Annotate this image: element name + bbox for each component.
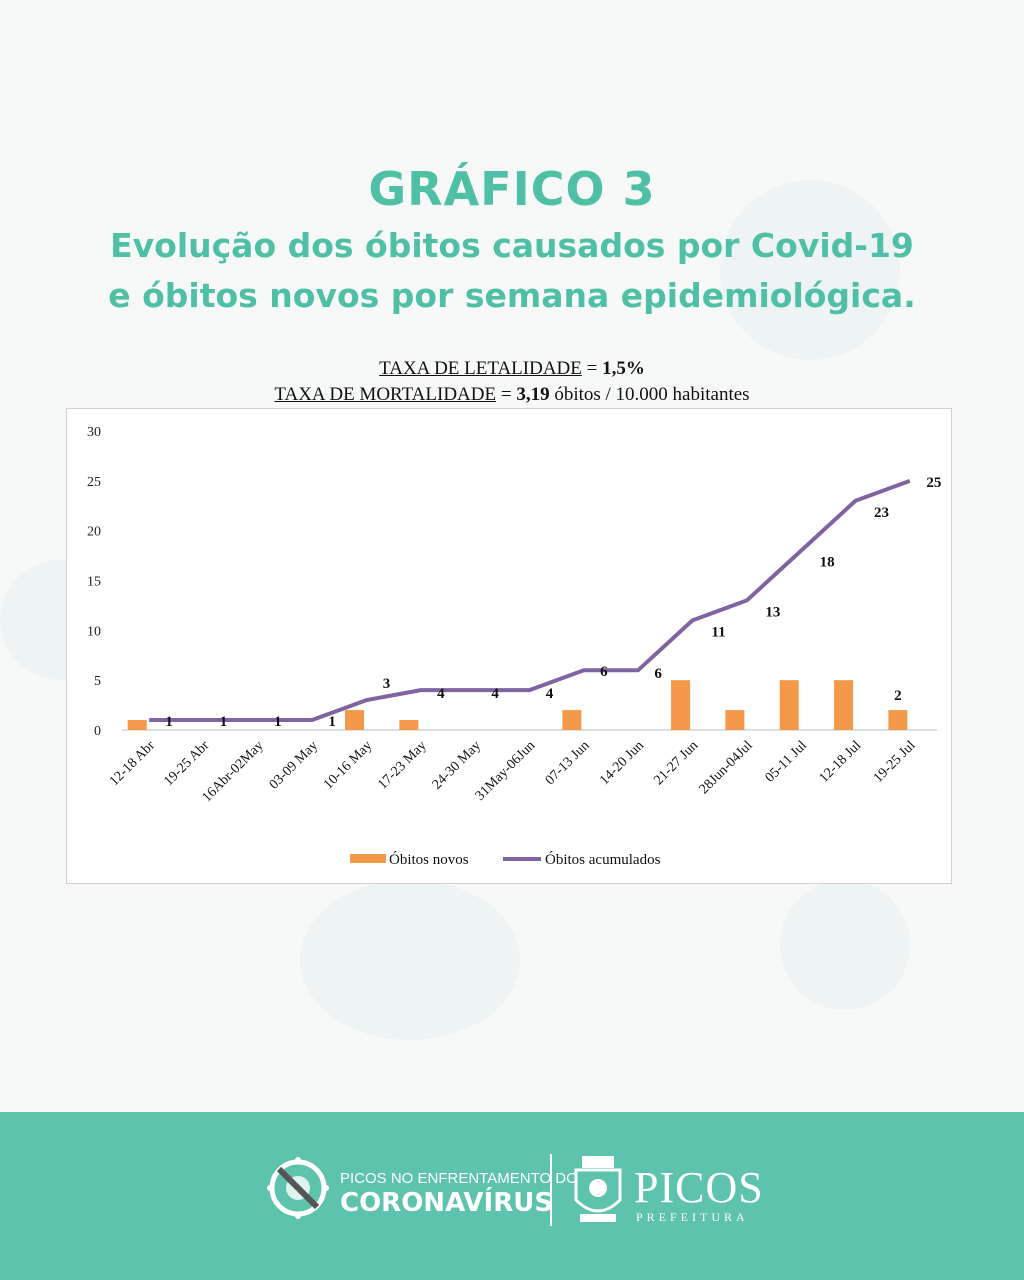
- bar-obitos-novos: [834, 680, 854, 730]
- line-data-label: 11: [711, 624, 725, 640]
- line-data-label: 23: [874, 505, 889, 521]
- line-data-label: 1: [328, 714, 336, 730]
- mortality-equals: =: [496, 384, 517, 405]
- y-tick-label: 25: [87, 475, 101, 490]
- mortality-rate: TAXA DE MORTALIDADE = 3,19 óbitos / 10.0…: [0, 384, 1024, 406]
- mortality-unit: óbitos / 10.000 habitantes: [549, 384, 750, 405]
- footer-divider: [550, 1154, 552, 1226]
- x-category-label: 07-13 Jun: [543, 738, 593, 788]
- virus-decoration: [720, 180, 900, 360]
- y-tick-label: 20: [87, 525, 101, 540]
- x-category-label: 12-18 Jul: [817, 738, 865, 786]
- x-category-label: 10-16 May: [321, 738, 375, 792]
- lethality-rate: TAXA DE LETALIDADE = 1,5%: [0, 358, 1024, 380]
- mortality-label: TAXA DE MORTALIDADE: [274, 384, 497, 405]
- bar-obitos-novos: [562, 710, 582, 730]
- page-title: GRÁFICO 3: [368, 162, 656, 216]
- bar-obitos-novos: [779, 680, 799, 730]
- legend-label-obitos-novos: Óbitos novos: [389, 851, 469, 868]
- line-data-label: 13: [765, 604, 780, 620]
- bar-data-label: 2: [894, 688, 902, 704]
- x-category-label: 14-20 Jun: [597, 738, 647, 788]
- page-subtitle-line2: e óbitos novos por semana epidemiológica…: [108, 276, 916, 315]
- campaign-small-text: PICOS NO ENFRENTAMENTO DO: [340, 1170, 578, 1187]
- x-category-label: 24-30 May: [430, 738, 484, 792]
- chart-container: 0 5 10 15 20 25 30 1 1 1 1 3 4 4 4 6 6 11 13 18 23 25 2 12-18 A…: [66, 408, 952, 884]
- x-category-label: 03-09 May: [267, 738, 321, 792]
- line-data-label: 3: [383, 676, 391, 692]
- city-crest-icon: [574, 1156, 622, 1222]
- x-category-label: 19-25 Abr: [161, 738, 212, 789]
- legend-swatch-obitos-novos: [350, 854, 386, 863]
- bar-obitos-novos: [399, 720, 419, 730]
- bar-obitos-novos: [671, 680, 691, 730]
- line-data-label: 4: [437, 686, 445, 702]
- y-tick-label: 5: [94, 674, 101, 689]
- line-data-label: 1: [220, 714, 228, 730]
- bar-obitos-novos: [345, 710, 365, 730]
- line-data-label: 6: [654, 666, 662, 682]
- y-tick-label: 0: [94, 724, 101, 739]
- line-data-label: 6: [600, 664, 608, 680]
- mortality-value: 3,19: [516, 384, 550, 405]
- x-category-label: 19-25 Jul: [871, 738, 919, 786]
- page-subtitle-line1: Evolução dos óbitos causados por Covid-1…: [110, 226, 914, 265]
- city-name: PICOS: [634, 1163, 764, 1212]
- campaign-big-text: CORONAVÍRUS: [340, 1188, 554, 1218]
- no-virus-icon: [267, 1157, 329, 1219]
- x-category-label: 17-23 May: [375, 738, 429, 792]
- line-data-label: 18: [820, 555, 835, 571]
- line-data-label: 4: [491, 686, 499, 702]
- city-subtitle: PREFEITURA: [636, 1210, 749, 1224]
- lethality-value: 1,5%: [602, 358, 645, 379]
- line-data-label: 4: [546, 686, 554, 702]
- bar-obitos-novos: [888, 710, 908, 730]
- bar-obitos-novos: [127, 720, 147, 730]
- x-category-label: 05-11 Jul: [763, 738, 810, 785]
- virus-decoration: [300, 880, 520, 1040]
- x-category-label: 21-27 Jun: [651, 738, 701, 788]
- y-tick-label: 15: [87, 575, 101, 590]
- lethality-equals: =: [581, 358, 603, 379]
- y-tick-label: 30: [87, 425, 101, 440]
- legend-label-obitos-acumulados: Óbitos acumulados: [545, 851, 661, 868]
- footer-banner: PICOS NO ENFRENTAMENTO DO CORONAVÍRUS PI…: [0, 1112, 1024, 1280]
- x-category-label: 12-18 Abr: [107, 738, 158, 789]
- y-tick-label: 10: [87, 624, 101, 639]
- line-data-label: 1: [165, 714, 173, 730]
- bar-obitos-novos: [725, 710, 745, 730]
- x-category-label: 28Jun-04Jul: [697, 738, 756, 797]
- virus-decoration: [780, 880, 910, 1010]
- line-data-label: 1: [274, 714, 282, 730]
- lethality-label: TAXA DE LETALIDADE: [379, 358, 582, 379]
- line-data-label: 25: [926, 475, 941, 491]
